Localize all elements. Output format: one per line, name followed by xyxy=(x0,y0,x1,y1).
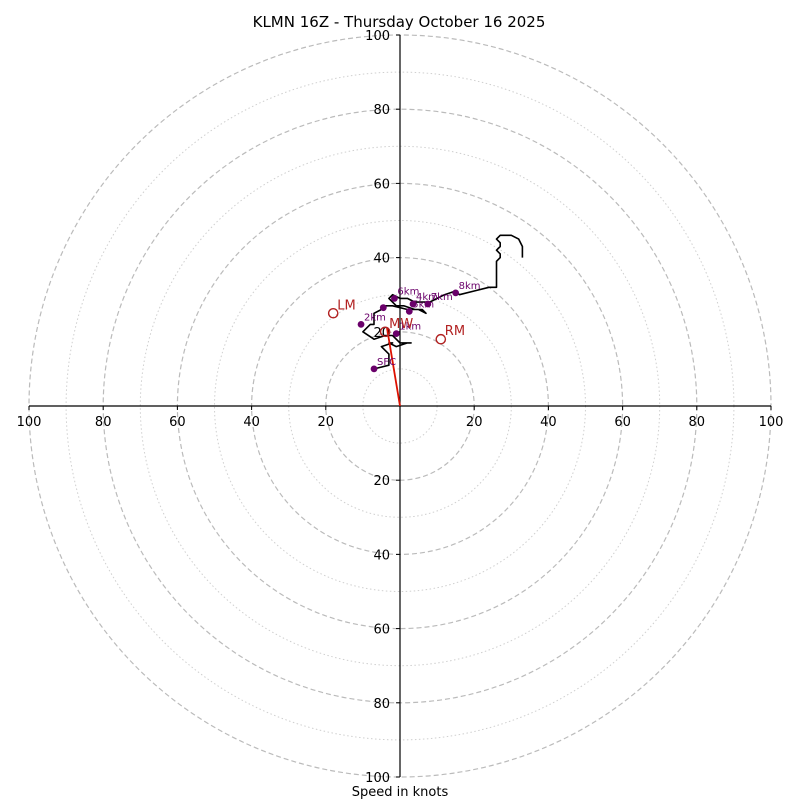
height-marker-7km xyxy=(424,300,432,308)
tick-label-right-60: 60 xyxy=(614,415,631,430)
hodograph-trace xyxy=(362,234,524,370)
tick-label-bottom-100: 100 xyxy=(365,771,390,786)
tick-label-left-60: 60 xyxy=(169,415,186,430)
height-marker-5km xyxy=(405,307,413,315)
tick-label-bottom-40: 40 xyxy=(373,548,390,563)
height-marker-4km xyxy=(409,300,417,308)
tick-label-right-100: 100 xyxy=(759,415,784,430)
motion-label-rm: RM xyxy=(445,324,465,339)
tick-label-bottom-60: 60 xyxy=(373,623,390,638)
tick-label-right-20: 20 xyxy=(466,415,483,430)
storm-motion-markers: LM MW RM xyxy=(327,298,465,345)
tick-label-right-40: 40 xyxy=(540,415,557,430)
hodograph-trace-group xyxy=(362,234,524,370)
height-label-5km: 5km xyxy=(412,299,434,310)
height-marker-sfc xyxy=(370,365,378,373)
height-marker-1km xyxy=(392,330,400,338)
height-marker-8km xyxy=(452,289,460,297)
storm-motion-vector xyxy=(386,327,401,407)
chart-title: KLMN 16Z - Thursday October 16 2025 xyxy=(253,13,546,31)
motion-vector-group xyxy=(386,327,401,407)
height-label-7km: 7km xyxy=(431,292,453,303)
height-label-4km: 4km xyxy=(416,292,438,303)
tick-label-top-40: 40 xyxy=(373,252,390,267)
tick-label-bottom-80: 80 xyxy=(373,697,390,712)
tick-label-top-80: 80 xyxy=(373,103,390,118)
height-label-8km: 8km xyxy=(459,281,481,292)
tick-label-left-80: 80 xyxy=(95,415,112,430)
height-marker-2km xyxy=(357,320,365,328)
axis-tick-labels: 2020202040404040606060608080808010010010… xyxy=(17,29,784,786)
motion-marker-rm xyxy=(435,333,447,345)
height-label-6km: 6km xyxy=(397,286,419,297)
tick-label-left-100: 100 xyxy=(17,415,42,430)
height-marker-3km xyxy=(379,304,387,312)
motion-marker-mw xyxy=(379,326,391,338)
motion-label-mw: MW xyxy=(389,317,413,332)
tick-label-left-20: 20 xyxy=(318,415,335,430)
height-marker-6km xyxy=(391,295,398,302)
tick-label-bottom-20: 20 xyxy=(373,474,390,489)
height-label-sfc: SFC xyxy=(377,357,396,368)
height-label-1km: 1km xyxy=(399,322,421,333)
motion-label-lm: LM xyxy=(337,298,355,313)
height-label-2km: 2km xyxy=(364,312,386,323)
tick-label-left-40: 40 xyxy=(243,415,260,430)
motion-marker-lm xyxy=(327,307,339,319)
x-axis-label: Speed in knots xyxy=(352,785,449,800)
tick-label-top-100: 100 xyxy=(365,29,390,44)
tick-label-top-60: 60 xyxy=(373,177,390,192)
tick-label-right-80: 80 xyxy=(689,415,706,430)
